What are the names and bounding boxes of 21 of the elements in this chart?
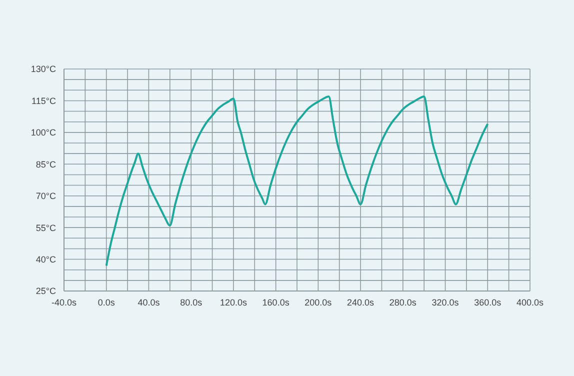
x-tick-label: 80.0s (180, 297, 203, 308)
y-tick-label: 55°C (36, 222, 56, 233)
x-tick-label: 200.0s (304, 297, 332, 308)
y-tick-label: 25°C (36, 286, 56, 296)
x-tick-label: 0.0s (98, 297, 116, 308)
y-tick-label: 40°C (36, 254, 56, 264)
x-tick-label: -40.0s (51, 297, 78, 308)
x-tick-label: 360.0s (474, 297, 502, 308)
x-tick-label: 320.0s (432, 297, 460, 308)
x-tick-label: 240.0s (347, 297, 375, 308)
y-tick-label: 130°C (30, 64, 56, 74)
y-tick-label: 70°C (36, 191, 56, 202)
x-tick-label: 40.0s (138, 297, 160, 308)
x-tick-label: 400.0s (516, 297, 544, 308)
line-series (105, 95, 489, 267)
x-tick-label: 160.0s (262, 297, 290, 308)
y-tick-label: 115°C (32, 96, 56, 106)
y-tick-label: 85°C (36, 159, 56, 170)
x-tick-label: 120.0s (220, 297, 248, 308)
y-tick-label: 100°C (30, 128, 56, 138)
x-tick-label: 280.0s (389, 297, 417, 308)
